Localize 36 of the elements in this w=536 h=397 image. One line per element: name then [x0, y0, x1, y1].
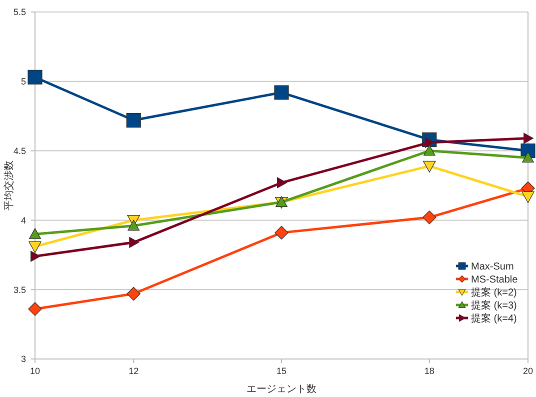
legend-label: 提案 (k=2) — [471, 286, 517, 298]
point — [524, 132, 534, 144]
y-tick-label: 5.5 — [13, 7, 26, 18]
point — [274, 226, 288, 240]
point — [28, 302, 42, 316]
legend-label: 提案 (k=4) — [471, 312, 517, 324]
x-tick-label: 12 — [128, 366, 139, 376]
legend-label: 提案 (k=3) — [471, 300, 517, 312]
point — [29, 228, 41, 239]
point — [129, 236, 140, 248]
point — [277, 177, 287, 188]
x-tick-label: 10 — [30, 366, 40, 376]
y-tick-label: 4 — [20, 215, 26, 226]
point — [522, 191, 534, 204]
y-tick-label: 3.5 — [13, 284, 26, 295]
point — [28, 70, 42, 85]
x-tick-label: 18 — [424, 366, 434, 376]
point — [30, 250, 40, 262]
legend-label: MS-Stable — [471, 274, 518, 286]
point — [423, 160, 436, 172]
point — [274, 85, 289, 100]
point — [128, 220, 140, 231]
point — [126, 286, 140, 301]
x-tick-label: 20 — [522, 366, 534, 376]
point — [126, 112, 141, 128]
x-axis-title: エージェント数 — [246, 384, 316, 395]
point — [28, 241, 42, 253]
point — [423, 144, 436, 156]
y-tick-label: 3 — [20, 354, 26, 364]
point — [422, 210, 436, 224]
point — [522, 152, 534, 163]
y-axis-title: 平均交渉数 — [3, 160, 15, 210]
legend-label: Max-Sum — [471, 262, 514, 272]
y-tick-label: 4.5 — [13, 146, 26, 156]
x-tick-label: 15 — [276, 366, 287, 376]
y-tick-label: 5 — [20, 76, 26, 87]
